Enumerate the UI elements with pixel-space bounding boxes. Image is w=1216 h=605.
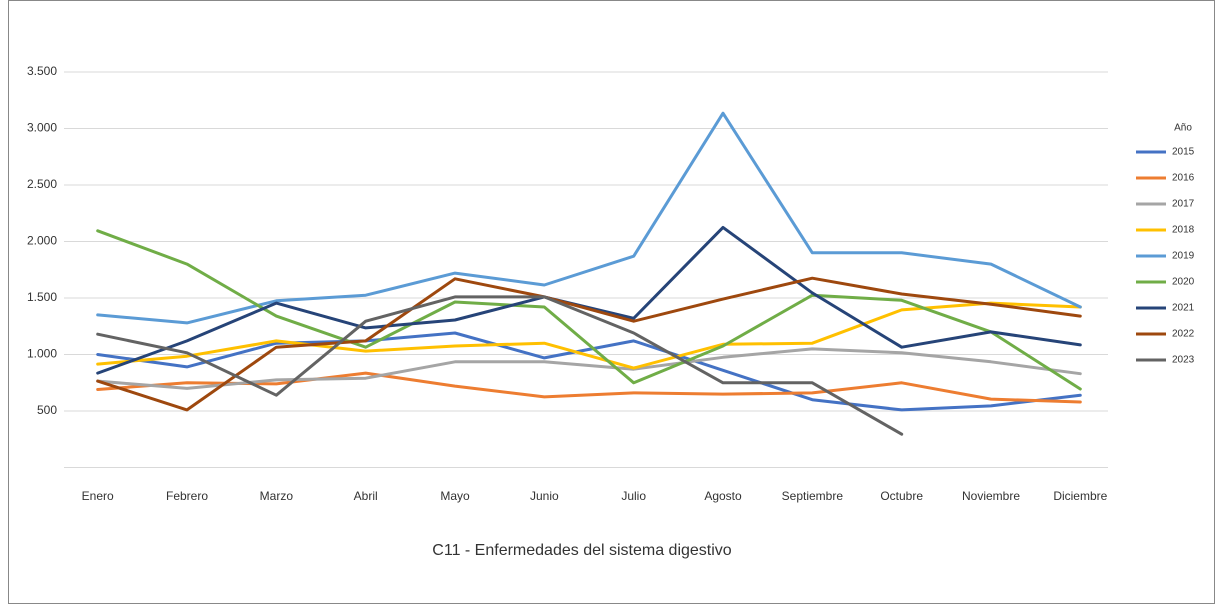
- legend-label: 2017: [1172, 199, 1195, 210]
- series-line: [96, 276, 1082, 412]
- x-tick-label: Enero: [82, 489, 114, 503]
- x-tick-label: Febrero: [166, 489, 208, 503]
- legend-label: 2015: [1172, 147, 1195, 158]
- x-tick-label: Abril: [354, 489, 378, 503]
- y-tick-label: 2.000: [27, 234, 57, 248]
- y-tick-label: 500: [37, 403, 57, 417]
- x-tick-label: Noviembre: [962, 489, 1020, 503]
- series-line: [96, 347, 1082, 390]
- x-tick-label: Septiembre: [782, 489, 844, 503]
- legend-label: 2022: [1172, 329, 1195, 340]
- legend-label: 2023: [1172, 355, 1195, 366]
- x-tick-label: Diciembre: [1053, 489, 1107, 503]
- series-line: [96, 295, 904, 436]
- x-tick-label: Octubre: [880, 489, 923, 503]
- legend-label: 2016: [1172, 173, 1195, 184]
- x-tick-label: Julio: [621, 489, 646, 503]
- x-tick-label: Mayo: [440, 489, 470, 503]
- x-tick-label: Marzo: [260, 489, 294, 503]
- x-tick-label: Agosto: [704, 489, 742, 503]
- legend-label: 2020: [1172, 277, 1195, 288]
- chart-title: C11 - Enfermedades del sistema digestivo: [432, 542, 732, 559]
- legend-label: 2019: [1172, 251, 1195, 262]
- y-tick-label: 2.500: [27, 177, 57, 191]
- series-line: [96, 331, 1082, 412]
- legend-label: 2018: [1172, 225, 1195, 236]
- y-tick-label: 1.500: [27, 290, 57, 304]
- y-tick-label: 3.500: [27, 64, 57, 78]
- series-line: [96, 111, 1082, 325]
- series-line: [96, 229, 1082, 391]
- y-tick-label: 1.000: [27, 347, 57, 361]
- legend-label: 2021: [1172, 303, 1195, 314]
- series-line: [96, 371, 1082, 404]
- x-tick-label: Junio: [530, 489, 559, 503]
- y-tick-label: 3.000: [27, 121, 57, 135]
- chart-frame: [8, 0, 1215, 604]
- legend-title: Año: [1174, 123, 1192, 134]
- series-line: [96, 301, 1082, 370]
